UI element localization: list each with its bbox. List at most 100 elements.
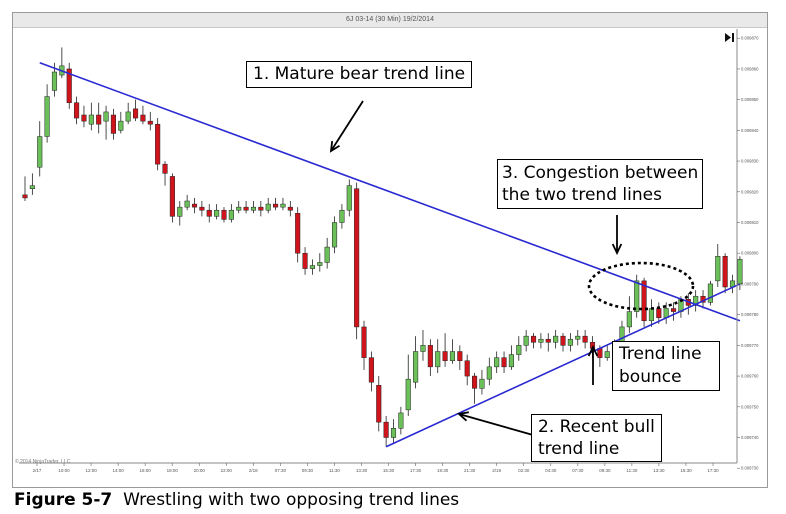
candle-up <box>324 237 330 269</box>
x-tick-label: 16:00 <box>140 468 152 473</box>
x-tick-label: 2/19 <box>492 468 501 473</box>
candle-body <box>250 206 257 211</box>
candle-down <box>273 197 279 211</box>
candle-body <box>354 188 360 328</box>
candle-body <box>280 203 286 208</box>
candle-body <box>331 222 338 248</box>
candle-down <box>530 333 537 349</box>
candle-down <box>383 416 389 447</box>
candle-down <box>155 118 161 171</box>
y-tick-label: 0.009820 <box>741 189 759 194</box>
candle-up <box>390 419 397 444</box>
candle-body <box>346 185 352 211</box>
candle-up <box>516 336 522 361</box>
candle-body <box>722 256 728 288</box>
y-tick-label: 0.009740 <box>741 435 759 440</box>
candle-up <box>184 194 190 211</box>
candle-body <box>103 111 109 122</box>
candle-body <box>457 351 463 361</box>
candle-down <box>295 207 301 263</box>
candle-up <box>729 274 736 294</box>
candle-body <box>538 338 544 343</box>
arrow-head <box>587 344 599 357</box>
x-tick-label: 10:00 <box>58 468 70 473</box>
candle-body <box>125 111 131 122</box>
x-tick-label: 22:00 <box>221 468 233 473</box>
candle-body <box>221 209 227 220</box>
candle-body <box>634 280 640 312</box>
x-tick-label: 21:30 <box>464 468 476 473</box>
y-tick-label: 0.009770 <box>741 343 759 348</box>
callout-congestion: 3. Congestion between the two trend line… <box>497 159 704 209</box>
arrow-congestion <box>611 215 623 256</box>
candle-body <box>184 200 190 208</box>
candle-down <box>722 253 728 294</box>
candle-up <box>420 330 426 361</box>
candle-down <box>582 330 588 349</box>
arrow-bear-trend <box>329 100 364 153</box>
candle-down <box>147 111 153 131</box>
candle-body <box>243 206 249 211</box>
x-tick-label: 15:30 <box>680 468 692 473</box>
candle-down <box>258 201 264 217</box>
annotation-arrows <box>329 100 695 436</box>
candle-body <box>118 120 124 131</box>
candle-body <box>604 351 610 358</box>
candle-body <box>66 68 72 103</box>
candle-down <box>361 320 367 370</box>
y-tick-label: 0.009870 <box>741 36 759 41</box>
candle-body <box>501 357 507 368</box>
candle-down <box>199 201 205 217</box>
x-tick-label: 11:30 <box>329 468 340 473</box>
candle-body <box>206 209 212 217</box>
candle-body <box>427 345 433 368</box>
candle-body <box>693 295 699 306</box>
candle-body <box>361 326 367 358</box>
candle-down <box>376 376 382 432</box>
candle-up <box>413 336 419 389</box>
x-tick-label: 14:00 <box>112 468 124 473</box>
x-tick-label: 17:30 <box>410 468 422 473</box>
figure-caption: Figure 5-7 Wrestling with two opposing t… <box>14 490 459 510</box>
candle-down <box>66 62 72 109</box>
candle-down <box>302 247 308 275</box>
candle-down <box>501 351 507 373</box>
candle-down <box>464 354 470 386</box>
candle-body <box>398 412 404 429</box>
candle-up <box>634 274 640 318</box>
x-tick-label: 17:30 <box>707 468 719 473</box>
x-tick-label: 07:30 <box>275 468 287 473</box>
arrow-head <box>329 140 340 153</box>
candle-body <box>479 378 485 389</box>
x-tick-label: 13:30 <box>653 468 665 473</box>
candle-body <box>494 357 500 368</box>
candle-body <box>228 209 234 220</box>
candle-body <box>324 246 330 263</box>
candle-body <box>51 71 58 91</box>
candle-down <box>110 108 116 140</box>
x-tick-label: 15:30 <box>383 468 395 473</box>
candle-body <box>472 375 478 389</box>
candle-up <box>626 296 632 334</box>
candle-down <box>22 176 28 201</box>
candle-body <box>140 114 146 122</box>
candle-body <box>81 114 87 122</box>
arrow-shaft <box>458 413 534 436</box>
candle-body <box>707 283 713 303</box>
candle-up <box>37 121 43 177</box>
candle-down <box>671 302 677 321</box>
candle-up <box>331 216 338 254</box>
y-tick-label: 0.009860 <box>741 66 759 71</box>
candle-up <box>479 369 485 395</box>
candle-down <box>545 333 551 352</box>
candle-up <box>707 280 713 306</box>
callout-bull-trend-line: 2. Recent bull trend line <box>531 414 662 462</box>
candle-body <box>155 123 161 165</box>
candle-up <box>228 204 234 223</box>
candle-body <box>575 335 581 340</box>
candle-body <box>287 206 293 211</box>
play-pause-icon[interactable] <box>725 33 734 42</box>
candle-body <box>383 421 389 438</box>
candle-body <box>37 136 43 168</box>
congestion-ellipse <box>587 261 695 311</box>
